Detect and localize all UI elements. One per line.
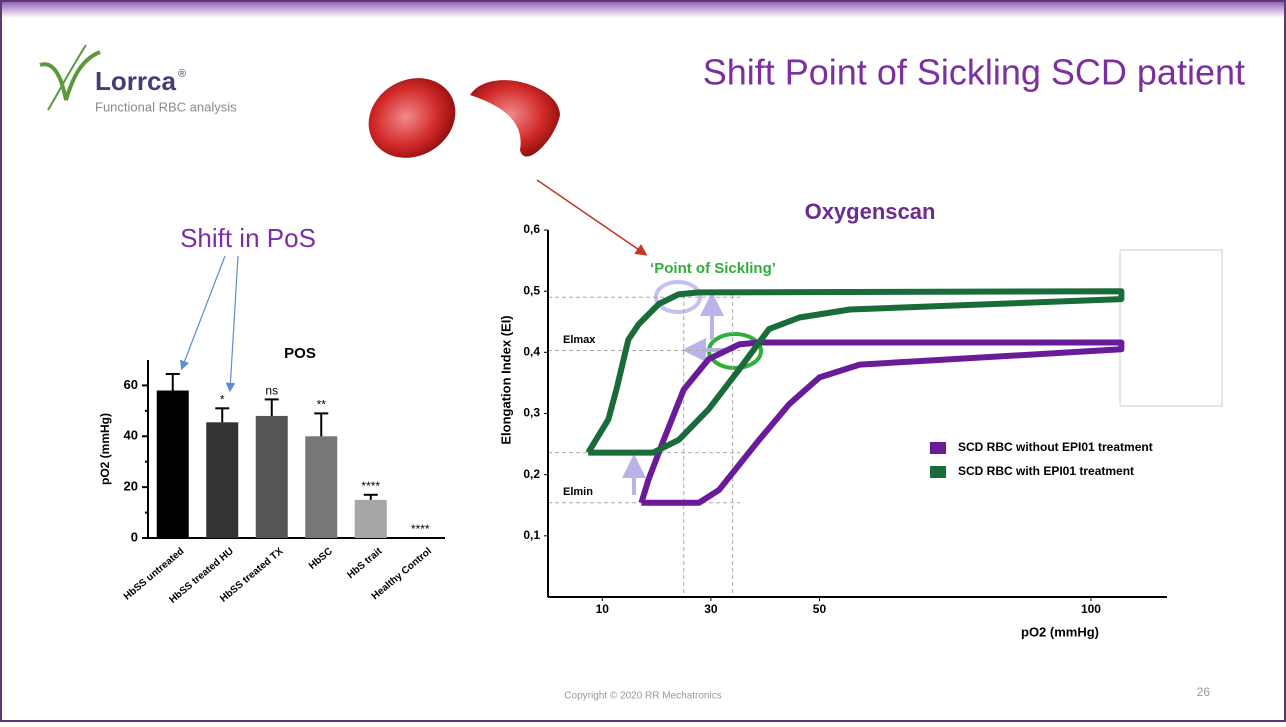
significance-label: **** xyxy=(361,479,380,493)
chart-title: Oxygenscan xyxy=(805,199,936,224)
bar xyxy=(256,416,288,538)
logo-reg: ® xyxy=(178,68,186,80)
y-tick-label: 60 xyxy=(124,377,138,392)
legend-swatch xyxy=(930,466,946,478)
x-axis-label: pO2 (mmHg) xyxy=(1021,624,1099,639)
annotation: Shift in PoS xyxy=(180,223,316,253)
significance-label: ** xyxy=(317,398,327,412)
y-tick-label: 40 xyxy=(124,428,138,443)
x-tick-label: 50 xyxy=(813,602,827,616)
legend-label: SCD RBC without EPI01 treatment xyxy=(958,440,1153,454)
y-tick-label: 0,2 xyxy=(523,467,540,481)
y-tick-label: 0,4 xyxy=(523,345,540,359)
page: Lorrca ® Functional RBC analysis Shift P… xyxy=(0,0,1286,727)
y-axis-label: pO2 (mmHg) xyxy=(98,413,112,485)
bar xyxy=(305,436,337,538)
logo-text: Lorrca xyxy=(95,66,176,96)
legend-swatch xyxy=(930,442,946,454)
y-tick-label: 0 xyxy=(131,529,138,544)
y-tick-label: 0,3 xyxy=(523,406,540,420)
x-tick-label: 30 xyxy=(704,602,718,616)
y-tick-label: 0,6 xyxy=(523,222,540,236)
annotation: Elmax xyxy=(563,334,596,346)
top-band xyxy=(0,0,1286,18)
chart-title: POS xyxy=(284,345,316,362)
y-tick-label: 0,5 xyxy=(523,283,540,297)
x-tick-label: 100 xyxy=(1081,602,1101,616)
page-number: 26 xyxy=(1197,685,1211,699)
legend-label: SCD RBC with EPI01 treatment xyxy=(958,464,1134,478)
y-tick-label: 20 xyxy=(124,479,138,494)
y-axis-label: Elongation Index (EI) xyxy=(498,315,513,444)
copyright: Copyright © 2020 RR Mechatronics xyxy=(564,691,721,702)
logo-subtitle: Functional RBC analysis xyxy=(95,99,237,114)
bar xyxy=(206,422,238,538)
x-tick-label: 10 xyxy=(596,602,610,616)
bar xyxy=(157,391,189,538)
annotation: Elmin xyxy=(563,486,593,498)
annotation: ‘Point of Sickling’ xyxy=(650,260,776,277)
slide: Lorrca ® Functional RBC analysis Shift P… xyxy=(0,0,1286,722)
blank-box xyxy=(1120,250,1222,406)
bar xyxy=(355,500,387,538)
significance-label: * xyxy=(220,392,225,406)
slide-title: Shift Point of Sickling SCD patient xyxy=(703,52,1245,93)
significance-label: **** xyxy=(411,522,430,536)
significance-label: ns xyxy=(265,384,278,398)
y-tick-label: 0,1 xyxy=(523,528,540,542)
